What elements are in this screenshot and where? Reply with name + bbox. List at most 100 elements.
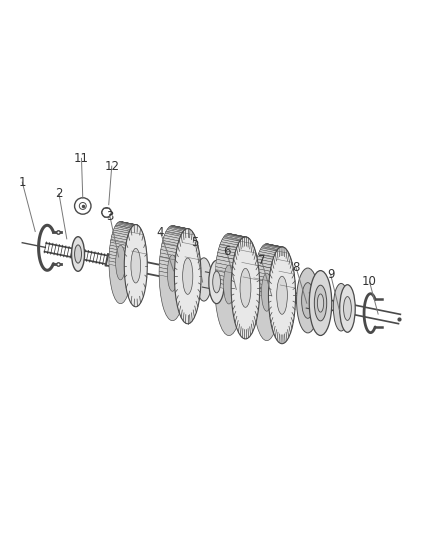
Polygon shape xyxy=(109,251,125,257)
Polygon shape xyxy=(226,234,244,238)
Polygon shape xyxy=(273,249,289,254)
Text: 1: 1 xyxy=(18,176,26,189)
Ellipse shape xyxy=(302,282,314,318)
Polygon shape xyxy=(230,233,247,237)
Polygon shape xyxy=(215,266,232,274)
Polygon shape xyxy=(254,279,269,286)
Polygon shape xyxy=(109,257,124,264)
Polygon shape xyxy=(220,242,238,247)
Polygon shape xyxy=(168,227,184,231)
Ellipse shape xyxy=(314,285,327,321)
Polygon shape xyxy=(112,232,128,238)
Polygon shape xyxy=(242,261,258,268)
Polygon shape xyxy=(166,230,182,235)
Polygon shape xyxy=(159,264,175,271)
Polygon shape xyxy=(125,224,141,229)
Polygon shape xyxy=(126,226,141,230)
Polygon shape xyxy=(231,234,249,238)
Polygon shape xyxy=(177,228,193,232)
Ellipse shape xyxy=(109,222,132,304)
Ellipse shape xyxy=(71,237,85,271)
Polygon shape xyxy=(132,256,147,262)
Text: 12: 12 xyxy=(104,160,119,173)
Ellipse shape xyxy=(231,237,260,339)
Ellipse shape xyxy=(309,271,332,335)
Polygon shape xyxy=(222,238,240,243)
Polygon shape xyxy=(255,262,272,268)
Polygon shape xyxy=(117,222,134,226)
Polygon shape xyxy=(131,244,146,250)
Polygon shape xyxy=(268,244,285,248)
Polygon shape xyxy=(120,222,135,225)
Polygon shape xyxy=(260,248,276,253)
Polygon shape xyxy=(130,241,146,247)
Polygon shape xyxy=(279,270,294,277)
Polygon shape xyxy=(261,246,278,251)
Polygon shape xyxy=(170,226,187,229)
Polygon shape xyxy=(279,273,295,280)
Polygon shape xyxy=(276,255,292,261)
Polygon shape xyxy=(175,227,192,231)
Polygon shape xyxy=(280,281,295,288)
Polygon shape xyxy=(254,275,269,282)
Polygon shape xyxy=(215,263,233,270)
Polygon shape xyxy=(132,253,147,259)
Polygon shape xyxy=(265,244,282,247)
Polygon shape xyxy=(159,271,174,278)
Polygon shape xyxy=(129,233,145,239)
Polygon shape xyxy=(167,228,184,233)
Polygon shape xyxy=(275,253,291,258)
Ellipse shape xyxy=(124,224,147,307)
Polygon shape xyxy=(225,235,243,239)
Polygon shape xyxy=(172,225,188,229)
Polygon shape xyxy=(161,246,177,253)
Text: 7: 7 xyxy=(258,254,265,266)
Text: 5: 5 xyxy=(191,236,199,249)
Text: 9: 9 xyxy=(327,268,334,281)
Polygon shape xyxy=(174,226,191,230)
Ellipse shape xyxy=(318,294,324,312)
Polygon shape xyxy=(221,240,239,245)
Polygon shape xyxy=(215,282,231,290)
Polygon shape xyxy=(117,223,133,227)
Text: 3: 3 xyxy=(106,211,114,223)
Polygon shape xyxy=(116,224,132,228)
Polygon shape xyxy=(257,256,273,262)
Ellipse shape xyxy=(240,269,251,308)
Polygon shape xyxy=(127,227,142,232)
Ellipse shape xyxy=(213,271,220,293)
Polygon shape xyxy=(180,235,196,240)
Polygon shape xyxy=(185,258,201,265)
Polygon shape xyxy=(127,229,143,234)
Polygon shape xyxy=(240,254,258,261)
Polygon shape xyxy=(114,227,130,231)
Polygon shape xyxy=(271,246,287,250)
Ellipse shape xyxy=(261,273,272,311)
Polygon shape xyxy=(240,251,257,257)
Polygon shape xyxy=(184,251,200,258)
Polygon shape xyxy=(184,248,200,254)
Ellipse shape xyxy=(340,285,355,332)
Polygon shape xyxy=(110,248,125,254)
Polygon shape xyxy=(262,245,279,249)
Ellipse shape xyxy=(74,198,91,214)
Ellipse shape xyxy=(79,203,86,209)
Text: 6: 6 xyxy=(223,245,230,258)
Polygon shape xyxy=(259,249,276,255)
Polygon shape xyxy=(215,278,231,286)
Polygon shape xyxy=(131,250,147,256)
Polygon shape xyxy=(183,245,199,251)
Text: 4: 4 xyxy=(157,227,164,239)
Ellipse shape xyxy=(159,225,186,321)
Polygon shape xyxy=(243,272,260,280)
Text: 11: 11 xyxy=(74,152,89,165)
Polygon shape xyxy=(256,259,272,265)
Polygon shape xyxy=(163,238,179,244)
Polygon shape xyxy=(268,244,284,247)
Polygon shape xyxy=(255,265,271,271)
Polygon shape xyxy=(216,259,233,266)
Polygon shape xyxy=(129,236,145,241)
Polygon shape xyxy=(111,237,127,243)
Polygon shape xyxy=(113,230,129,235)
Polygon shape xyxy=(185,262,201,269)
